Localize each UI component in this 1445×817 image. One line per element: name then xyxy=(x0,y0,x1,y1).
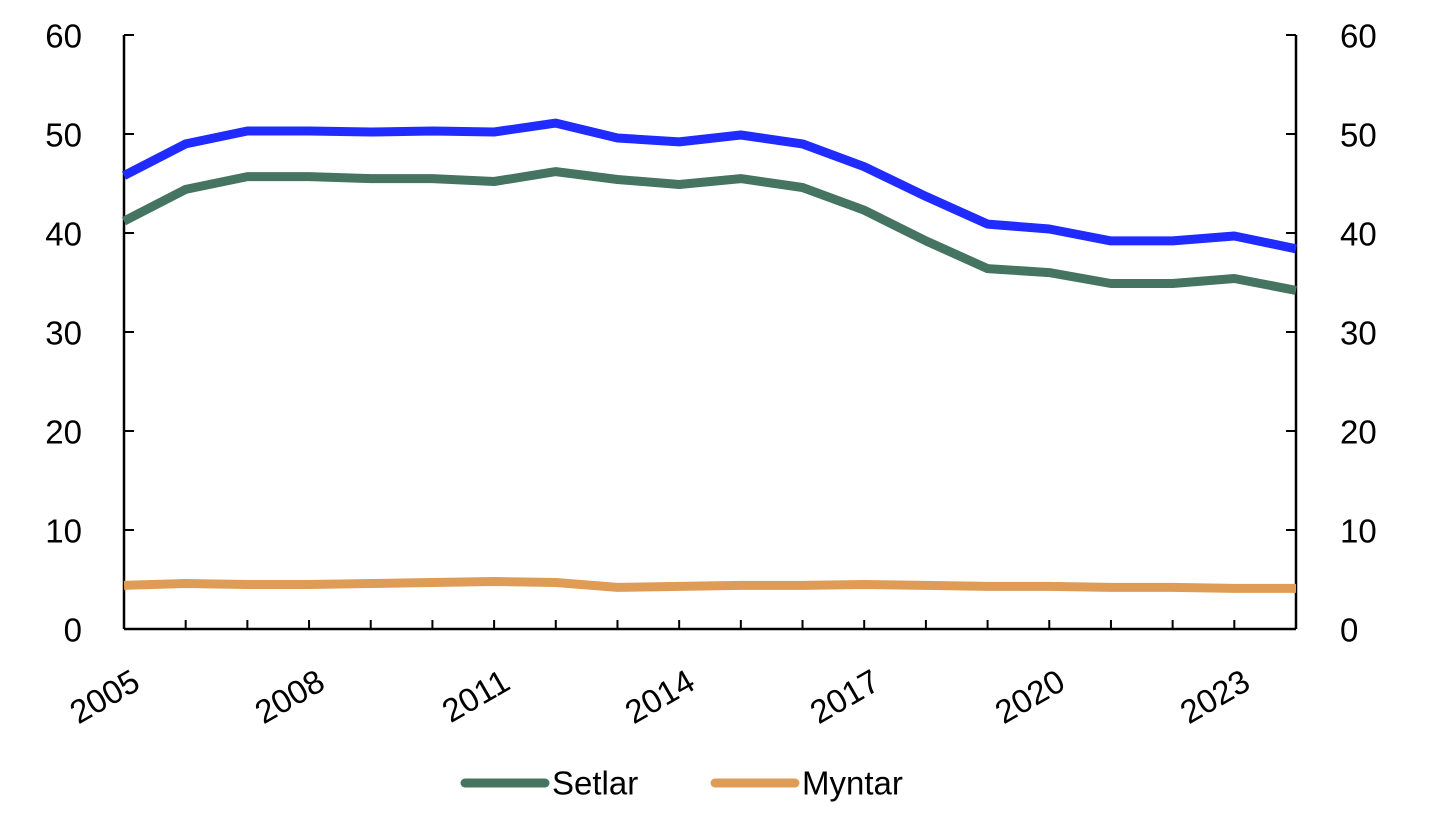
x-tick-label: 2008 xyxy=(248,662,330,731)
series-line-2 xyxy=(123,577,1296,593)
left-y-tick-label: 50 xyxy=(45,117,82,154)
x-tick-label: 2020 xyxy=(989,662,1071,731)
right-y-tick-label: 10 xyxy=(1340,513,1377,550)
legend-label-myntar: Myntar xyxy=(802,765,903,802)
right-y-tick-label: 0 xyxy=(1340,612,1358,649)
series-line-0 xyxy=(121,118,1297,254)
right-y-tick-label: 30 xyxy=(1340,315,1377,352)
x-tick-label: 2005 xyxy=(63,662,145,731)
right-y-tick-label: 60 xyxy=(1340,18,1377,55)
x-tick-label: 2023 xyxy=(1174,662,1256,731)
chart-legend: Setlar Myntar xyxy=(460,765,903,802)
right-y-tick-label: 40 xyxy=(1340,216,1377,253)
series-lines xyxy=(121,118,1297,593)
right-y-tick-label: 20 xyxy=(1340,414,1377,451)
series-line-1 xyxy=(121,167,1297,295)
left-y-tick-label: 20 xyxy=(45,414,82,451)
left-y-tick-label: 30 xyxy=(45,315,82,352)
legend-label-setlar: Setlar xyxy=(552,765,638,802)
x-tick-label: 2017 xyxy=(804,662,886,731)
left-y-tick-label: 40 xyxy=(45,216,82,253)
axis-ticks xyxy=(123,34,1297,630)
x-tick-label: 2014 xyxy=(619,662,701,731)
right-y-tick-label: 50 xyxy=(1340,117,1377,154)
left-y-tick-label: 60 xyxy=(45,18,82,55)
x-tick-label: 2011 xyxy=(436,662,516,730)
chart-axes xyxy=(122,35,1298,631)
left-y-tick-label: 0 xyxy=(64,612,82,649)
left-y-tick-label: 10 xyxy=(45,513,82,550)
